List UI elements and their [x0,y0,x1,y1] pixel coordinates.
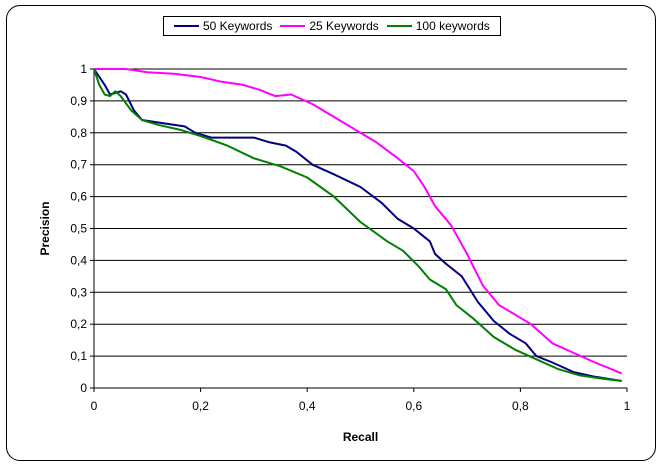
series-line-2 [94,68,623,375]
y-tick-label: 1 [80,62,87,76]
legend-label: 50 Keywords [203,19,273,33]
series-layer [94,68,623,382]
x-axis-title: Recall [343,430,378,444]
x-tick-label: 0,6 [405,399,422,413]
y-tick-label: 0,7 [70,158,87,172]
legend-label: 25 Keywords [309,19,379,33]
y-tick-label: 0,2 [70,317,87,331]
series-line-3 [94,68,622,382]
legend-item: 100 keywords [386,19,490,33]
y-axis-title: Precision [38,201,52,255]
x-tick-label: 1 [624,399,631,413]
axis-layer [90,68,628,392]
y-tick-label: 0,8 [70,126,87,140]
y-tick-label: 0,6 [70,190,87,204]
y-tick-label: 0,4 [70,253,87,267]
x-tick-label: 0 [91,399,98,413]
y-tick-label: 0,5 [70,222,87,236]
x-tick-label: 0,8 [512,399,529,413]
legend-swatch [174,25,199,27]
legend-label: 100 keywords [415,19,490,33]
label-layer: Recall Precision 0 0,1 0,2 0,3 0,4 0,5 0,6 0,7 0… [38,62,631,444]
legend: 50 Keywords 25 Keywords 100 keywords [163,16,501,36]
chart-frame [6,5,656,461]
y-tick-label: 0,3 [70,285,87,299]
y-tick-label: 0,9 [70,94,87,108]
legend-swatch [280,25,306,27]
legend-item: 25 Keywords [280,19,379,33]
grid-layer [94,68,627,357]
x-tick-label: 0,2 [192,399,209,413]
y-tick-label: 0,1 [70,349,87,363]
legend-item: 50 Keywords [174,19,272,33]
x-tick-label: 0,4 [299,399,316,413]
legend-swatch [386,25,412,27]
y-tick-label: 0 [80,381,87,395]
